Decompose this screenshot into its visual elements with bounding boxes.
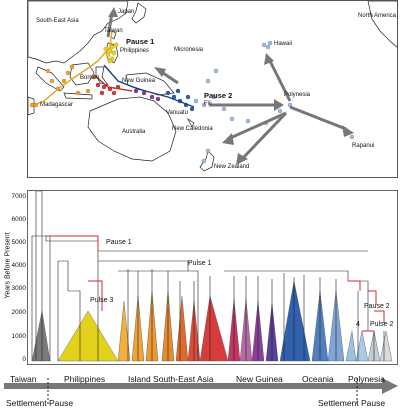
tree-label-pause2: Pause 2 bbox=[364, 303, 390, 310]
map-label-borneo: Borneo bbox=[80, 75, 100, 81]
map-label-hawaii: Hawaii bbox=[274, 41, 293, 47]
map-label-australia: Australia bbox=[122, 129, 146, 135]
north-america-landmass bbox=[367, 1, 397, 48]
java-landmass bbox=[63, 92, 93, 100]
arrow-heads bbox=[108, 7, 354, 165]
sulawesi-landmass bbox=[95, 66, 109, 86]
sumatra-landmass bbox=[35, 66, 65, 92]
timeline-region-label: Island South-East Asia bbox=[128, 374, 214, 384]
expansion-arrows bbox=[106, 12, 347, 161]
map-label-rapanui: Rapanui bbox=[352, 143, 375, 149]
timeline-region-label: Oceania bbox=[302, 374, 334, 384]
sample-points bbox=[29, 40, 355, 164]
map-label-micronesia: Micronesia bbox=[174, 47, 204, 53]
y-tick: 4000 bbox=[11, 262, 26, 269]
y-tick: 0 bbox=[22, 356, 26, 363]
map-label-pause1: Pause 1 bbox=[126, 37, 155, 46]
pause-highlight-paths bbox=[46, 235, 385, 332]
australia-landmass bbox=[87, 96, 177, 162]
tree-label-pulse3: Pulse 3 bbox=[90, 297, 114, 304]
map-label-philippines: Philippines bbox=[120, 48, 150, 54]
asia-landmass bbox=[28, 1, 129, 64]
tree-label-pulse2: Pulse 2 bbox=[370, 321, 394, 328]
map-label-vanuatu: Vanuatu bbox=[166, 110, 188, 116]
y-tick: 7000 bbox=[11, 193, 26, 200]
tree-label-pulse1: Pulse 1 bbox=[188, 260, 212, 267]
map-label-north-america: North America bbox=[358, 13, 397, 19]
map-label-madagascar: Madagascar bbox=[40, 102, 74, 108]
y-tick: 2000 bbox=[11, 309, 26, 316]
clade-triangles bbox=[31, 280, 393, 362]
y-tick: 1000 bbox=[11, 333, 26, 340]
y-tick: 6000 bbox=[11, 216, 26, 223]
map-label-new-caledonia: New Caledonia bbox=[172, 126, 213, 132]
map-label-taiwan: Taiwan bbox=[104, 28, 123, 34]
new-zealand-landmass bbox=[199, 150, 215, 172]
migration-lines bbox=[33, 30, 195, 108]
tree-label-node4: 4 bbox=[356, 321, 360, 328]
map-label-fiji: Fiji bbox=[204, 101, 212, 107]
map-label-new-guinea: New Guinea bbox=[122, 78, 156, 84]
settlement-pause-right: Settlement Pause bbox=[318, 398, 386, 408]
map-panel: Japan South-East Asia North America Taiw… bbox=[27, 0, 398, 178]
map-label-polynesia: Polynesia bbox=[284, 92, 311, 98]
timeline-region-label: Taiwan bbox=[10, 374, 37, 384]
settlement-pause-left: Settlement Pause bbox=[6, 398, 74, 408]
tree-svg bbox=[31, 191, 393, 362]
timeline-region-label: Polynesia bbox=[348, 374, 385, 384]
tree-label-pause1: Pause 1 bbox=[106, 239, 132, 246]
timeline-arrow bbox=[4, 378, 398, 404]
y-tick: 3000 bbox=[11, 285, 26, 292]
map-svg bbox=[28, 1, 397, 172]
map-label-new-zealand: New Zealand bbox=[214, 164, 250, 170]
tree-branches bbox=[31, 191, 385, 361]
map-label-japan: Japan bbox=[118, 9, 135, 15]
timeline-region-label: New Guinea bbox=[236, 374, 283, 384]
timeline-region-label: Philippines bbox=[64, 374, 106, 384]
new-caledonia-landmass bbox=[187, 117, 195, 128]
map-label-pause2: Pause 2 bbox=[204, 91, 233, 100]
japan-landmass bbox=[131, 2, 147, 24]
tree-panel: Pause 1 Pulse 1 Pulse 3 Pause 2 Pulse 2 … bbox=[27, 190, 398, 365]
y-tick: 5000 bbox=[11, 239, 26, 246]
map-label-south-east-asia: South-East Asia bbox=[36, 18, 79, 24]
